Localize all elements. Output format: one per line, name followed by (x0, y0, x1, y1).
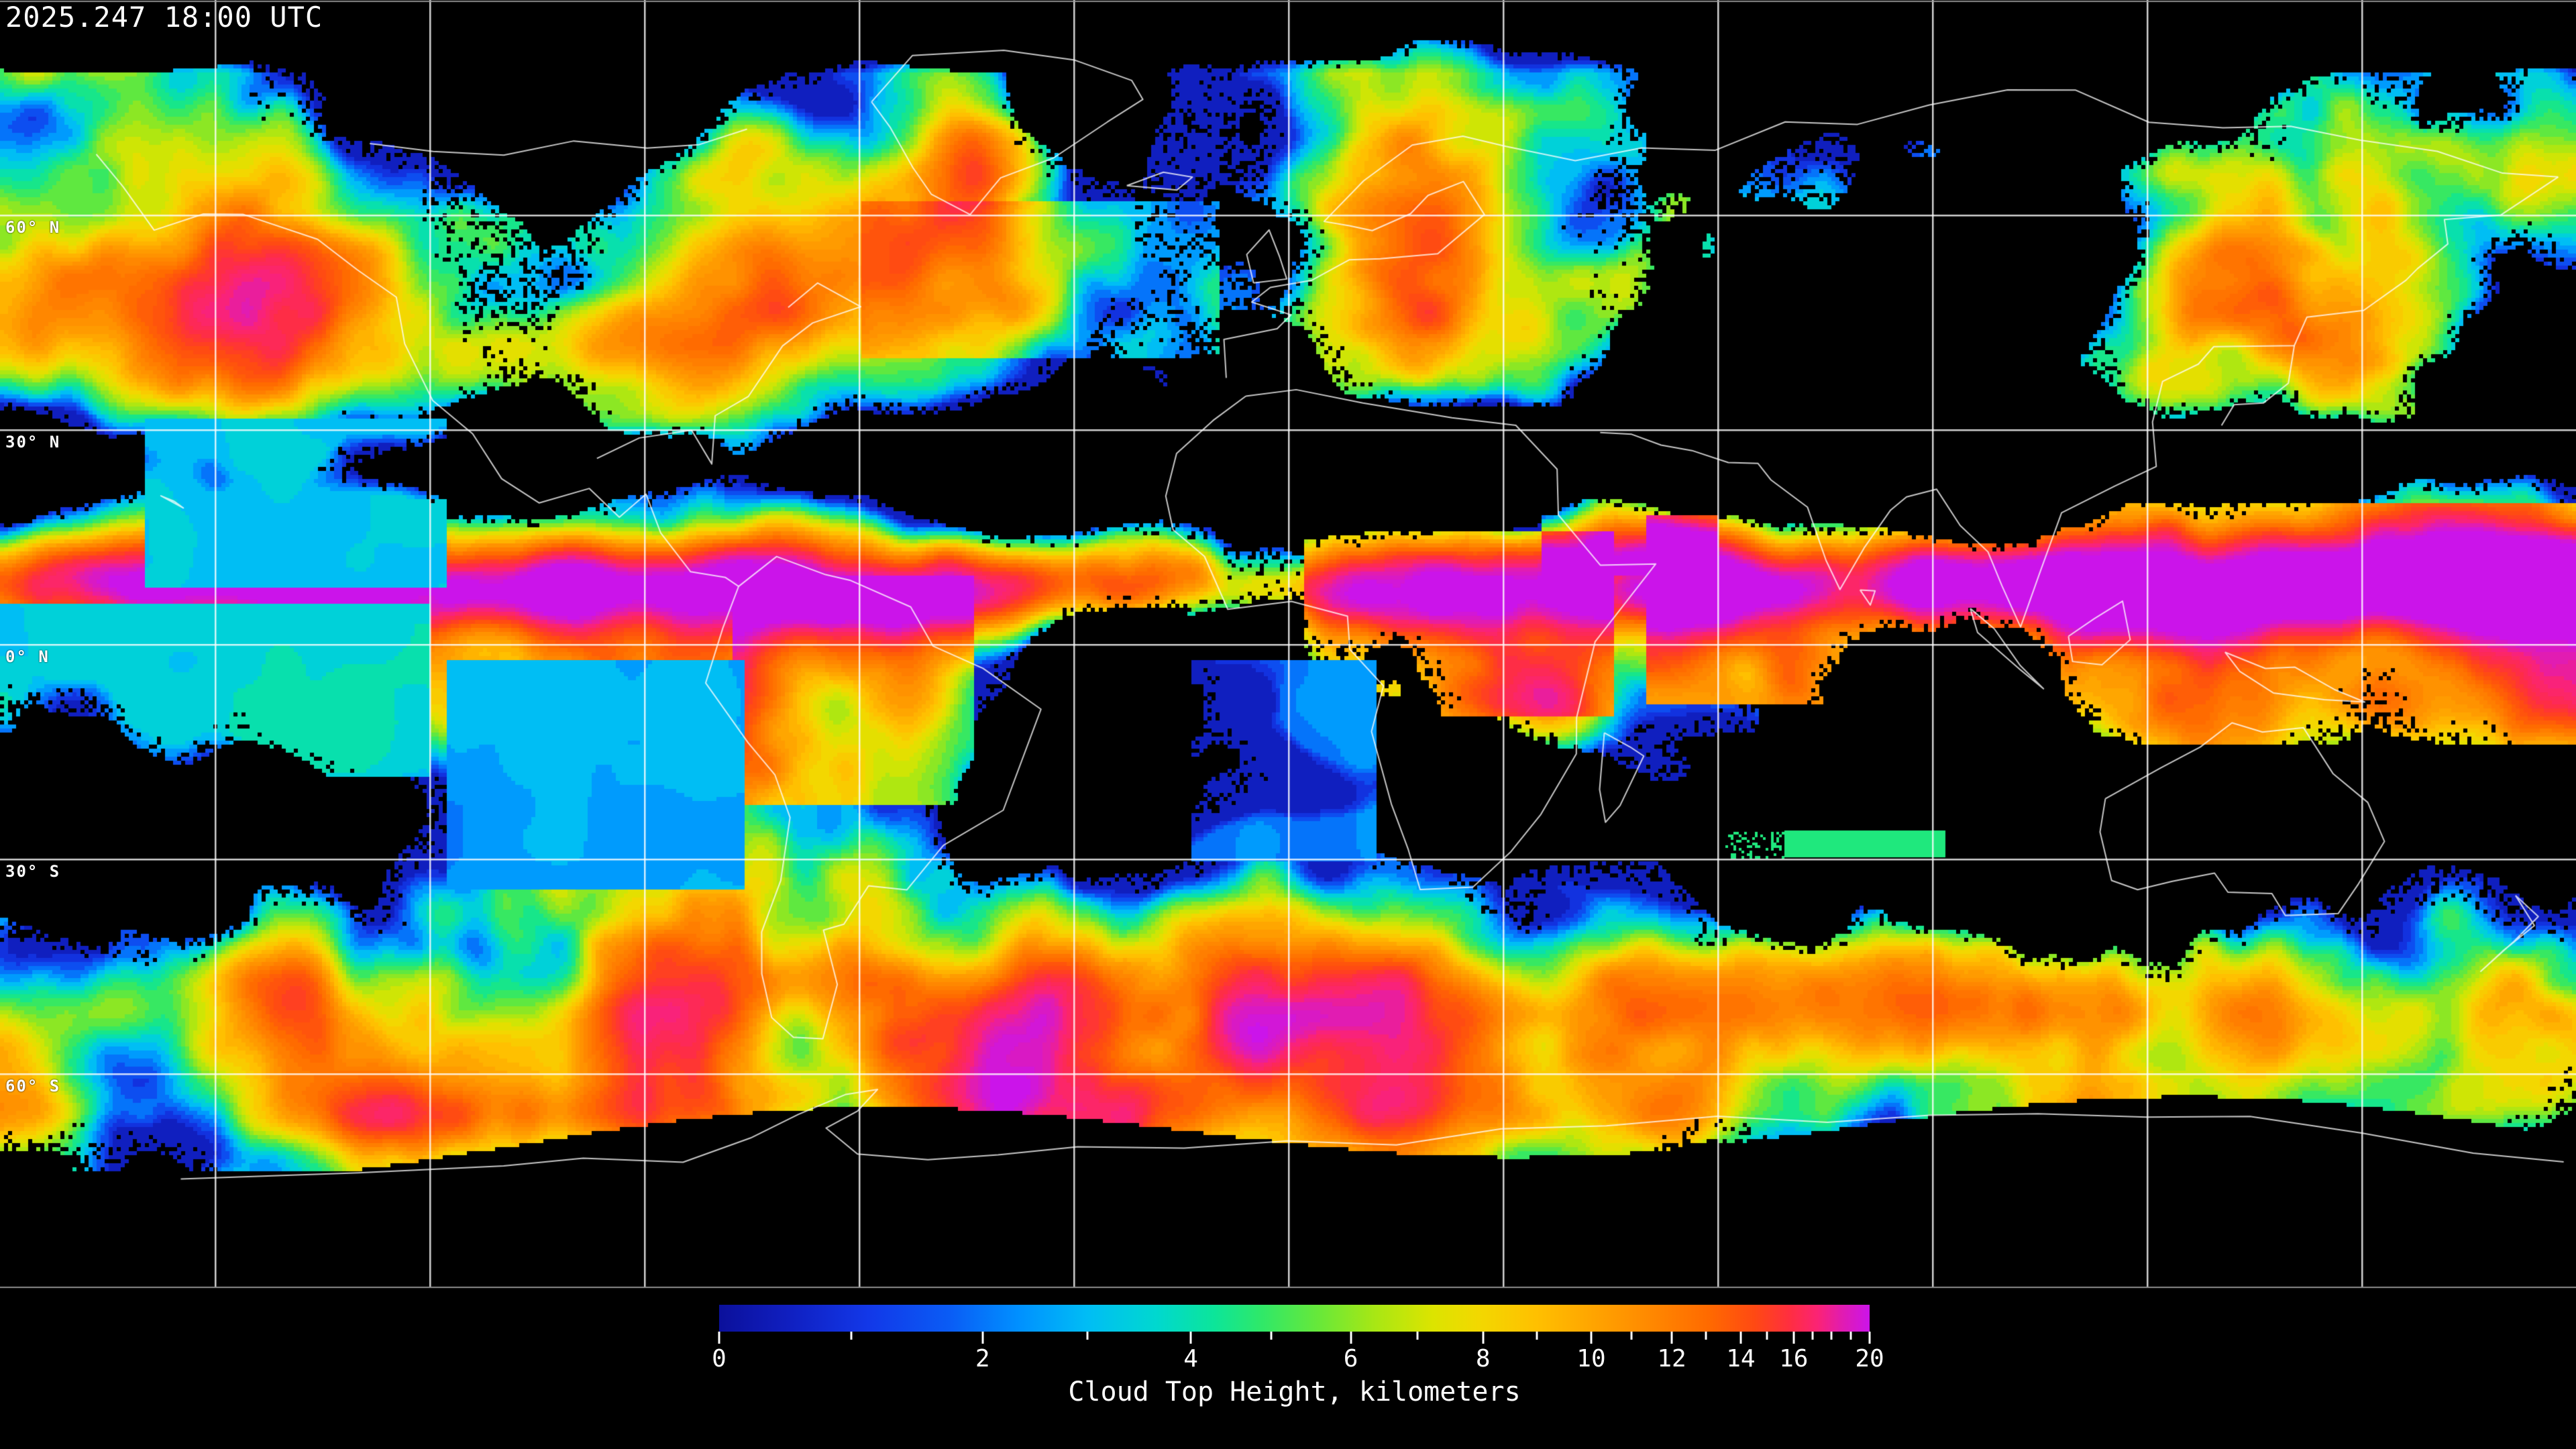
latitude-label: 60° S (5, 1077, 61, 1095)
colorbar-tick-label: 8 (1475, 1345, 1491, 1373)
colorbar-tick-label: 2 (975, 1345, 990, 1373)
colorbar-major-tick (718, 1332, 720, 1344)
colorbar-major-tick (1739, 1332, 1742, 1344)
latitude-label: 30° N (5, 433, 61, 451)
colorbar-major-tick (981, 1332, 984, 1344)
colorbar-minor-tick (1811, 1332, 1814, 1340)
colorbar-tick-label: 14 (1726, 1345, 1756, 1373)
colorbar-major-tick (1189, 1332, 1192, 1344)
colorbar-major-tick (1670, 1332, 1673, 1344)
colorbar-minor-tick (1536, 1332, 1538, 1340)
colorbar-tick-label: 10 (1576, 1345, 1606, 1373)
colorbar-major-tick (1868, 1332, 1871, 1344)
colorbar-minor-tick (1270, 1332, 1273, 1340)
colorbar-minor-tick (1630, 1332, 1633, 1340)
timestamp: 2025.247 18:00 UTC (5, 1, 323, 34)
colorbar-minor-tick (1416, 1332, 1419, 1340)
colorbar-tick-label: 16 (1779, 1345, 1809, 1373)
latitude-label: 0° N (5, 647, 50, 666)
colorbar-major-tick (1792, 1332, 1795, 1344)
colorbar-minor-tick (1830, 1332, 1833, 1340)
colorbar-minor-tick (1849, 1332, 1852, 1340)
colorbar-title: Cloud Top Height, kilometers (1068, 1377, 1521, 1407)
colorbar-gradient (719, 1305, 1870, 1332)
colorbar-tick-label: 20 (1855, 1345, 1884, 1373)
colorbar-minor-tick (1086, 1332, 1089, 1340)
colorbar-major-tick (1482, 1332, 1485, 1344)
colorbar-minor-tick (1766, 1332, 1768, 1340)
colorbar-minor-tick (850, 1332, 853, 1340)
colorbar-tick-label: 6 (1343, 1345, 1358, 1373)
colorbar-minor-tick (1705, 1332, 1707, 1340)
colorbar-tick-label: 12 (1657, 1345, 1686, 1373)
colorbar-major-tick (1590, 1332, 1593, 1344)
colorbar-tick-label: 4 (1183, 1345, 1198, 1373)
latitude-label: 30° S (5, 862, 61, 881)
colorbar-major-tick (1350, 1332, 1352, 1344)
latitude-label: 60° N (5, 218, 61, 237)
colorbar-tick-label: 0 (712, 1345, 727, 1373)
